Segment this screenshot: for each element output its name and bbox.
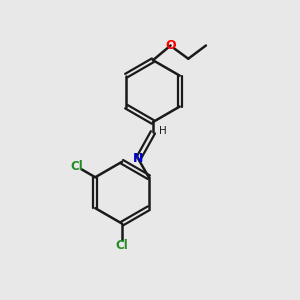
Text: H: H [159,126,167,136]
Text: O: O [165,39,176,52]
Text: Cl: Cl [70,160,83,173]
Text: Cl: Cl [116,239,128,252]
Text: N: N [133,152,143,165]
